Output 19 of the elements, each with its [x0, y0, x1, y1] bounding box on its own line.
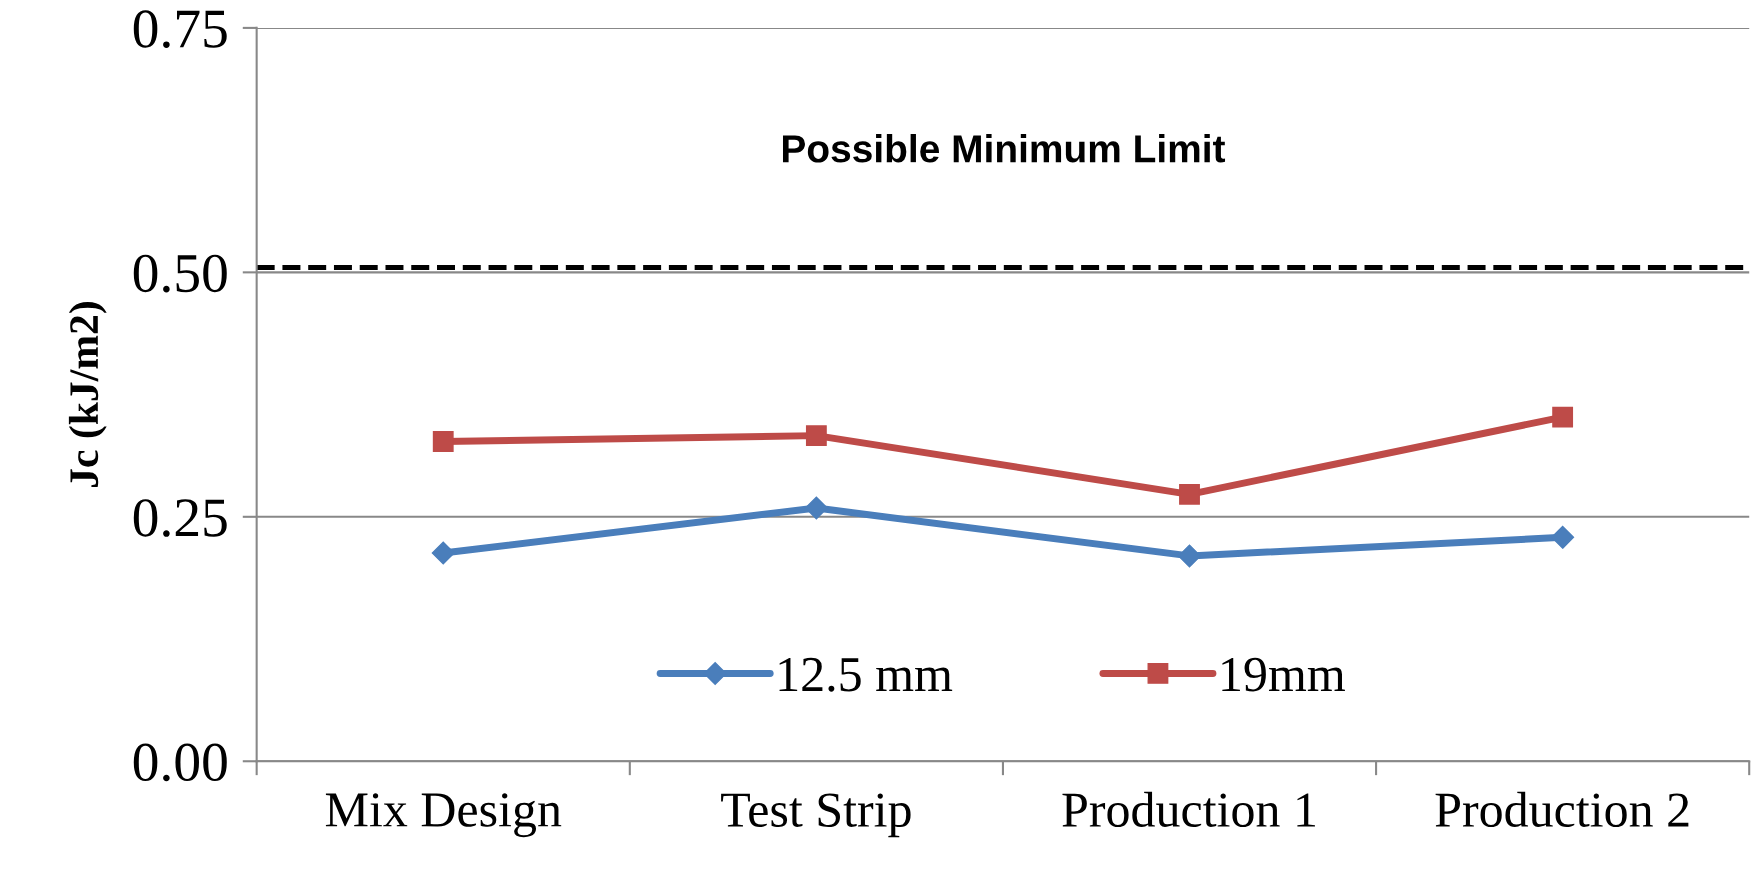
y-tick-label: 0.25	[133, 499, 227, 537]
x-tick-label: Production 2	[1435, 791, 1689, 827]
x-tick-label: Test Strip	[721, 793, 911, 838]
point	[1552, 406, 1574, 428]
y-axis-title: Jc (kJ/m2)	[68, 302, 107, 488]
point	[804, 496, 828, 520]
point	[1179, 483, 1200, 505]
y-tick-label: 0.75	[133, 10, 227, 48]
legend-label: 12.5 mm	[779, 657, 953, 692]
x-tick-label: Production 1	[1062, 791, 1315, 827]
legend-label: 19mm	[1222, 657, 1345, 692]
point	[805, 425, 827, 447]
y-tick-label: 0.00	[133, 743, 227, 782]
point	[432, 431, 454, 452]
x-tick-label: Mix Design	[325, 793, 562, 838]
point	[431, 541, 455, 565]
point	[1551, 525, 1575, 549]
ref-line-label: Possible Minimum Limit	[782, 133, 1226, 163]
y-tick-label: 0.50	[133, 254, 227, 293]
